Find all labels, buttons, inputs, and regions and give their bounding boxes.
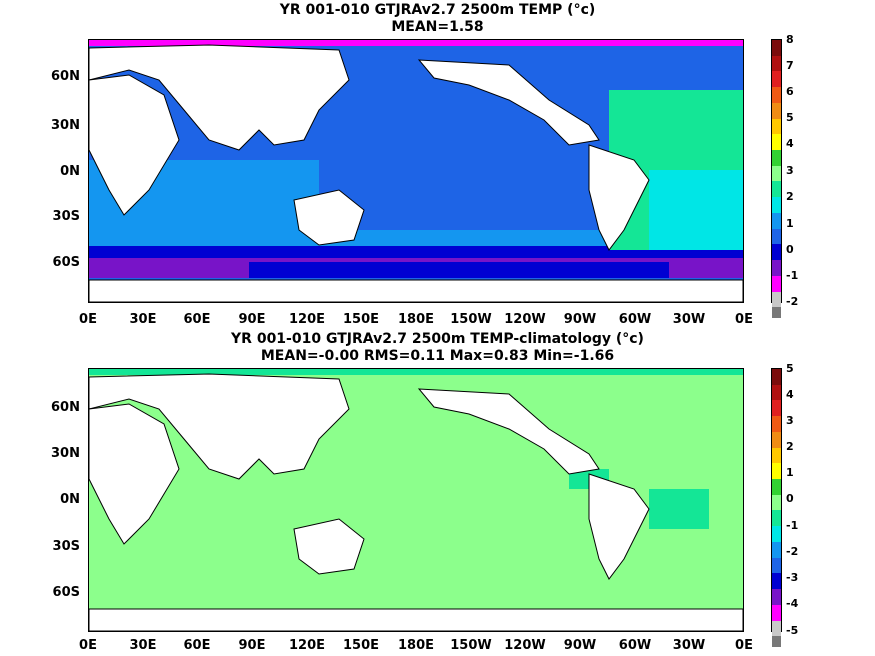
bottom-lat-60s: 60S (52, 585, 80, 600)
bottom-cbar-label: -5 (786, 624, 799, 637)
bottom-map-panel (88, 368, 744, 632)
bottom-cbar-label: 3 (786, 414, 794, 427)
top-lon-180e: 180E (397, 312, 435, 327)
top-cbar-label: 7 (786, 59, 794, 72)
bottom-lon-60e: 60E (183, 638, 211, 653)
top-cbar-label: 3 (786, 164, 794, 177)
bottom-lon-120w: 120W (504, 638, 546, 653)
top-cbar-label: -1 (786, 269, 799, 282)
bottom-eurasia-land (89, 373, 350, 480)
bottom-lat-60n: 60N (51, 400, 80, 415)
bottom-north-america-land (417, 388, 600, 475)
top-atlantic-south (649, 170, 743, 250)
bottom-cbar-label: 0 (786, 492, 794, 505)
bottom-lon-180e: 180E (397, 638, 435, 653)
top-north-america-land (417, 59, 600, 146)
top-lon-120e: 120E (288, 312, 326, 327)
bottom-lon-150w: 150W (450, 638, 492, 653)
bottom-lat-0n: 0N (60, 492, 80, 507)
top-lon-90e: 90E (238, 312, 266, 327)
top-lon-150w: 150W (450, 312, 492, 327)
bottom-cbar-label: 4 (786, 388, 794, 401)
top-lat-60n: 60N (51, 69, 80, 84)
bottom-atlantic-anomaly (649, 489, 709, 529)
top-lon-90w: 90W (563, 312, 597, 327)
top-africa-land (89, 74, 180, 216)
top-southern-cold-band (89, 246, 743, 260)
top-lat-0n: 0N (60, 164, 80, 179)
bottom-cbar-label: -2 (786, 545, 799, 558)
bottom-lon-90e: 90E (238, 638, 266, 653)
top-lon-30e: 30E (129, 312, 157, 327)
top-arctic-band (89, 40, 743, 46)
top-lat-30s: 30S (52, 209, 80, 224)
bottom-lon-0e-end: 0E (735, 638, 753, 653)
top-cbar-label: -2 (786, 295, 799, 308)
bottom-cbar-label: -4 (786, 597, 799, 610)
top-colorbar (771, 39, 782, 318)
bottom-cbar-label: -1 (786, 519, 799, 532)
top-cbar-label: 4 (786, 137, 794, 150)
top-cbar-label: 2 (786, 190, 794, 203)
bottom-map-stats: MEAN=-0.00 RMS=0.11 Max=0.83 Min=-1.66 (260, 348, 615, 364)
bottom-cbar-label: -3 (786, 571, 799, 584)
bottom-lat-30s: 30S (52, 539, 80, 554)
bottom-map-title: YR 001-010 GTJRAv2.7 2500m TEMP-climatol… (231, 331, 644, 347)
bottom-australia-land (293, 518, 365, 575)
bottom-lat-30n: 30N (51, 446, 80, 461)
bottom-cbar-label: 1 (786, 466, 794, 479)
bottom-lon-60w: 60W (618, 638, 652, 653)
bottom-lon-0e: 0E (79, 638, 97, 653)
top-lon-60e: 60E (183, 312, 211, 327)
bottom-south-america-land (588, 473, 650, 580)
bottom-lon-150e: 150E (342, 638, 380, 653)
top-eurasia-land (89, 44, 350, 151)
top-ross-band (249, 262, 669, 278)
bottom-antarctica-land (89, 608, 743, 631)
top-south-america-land (588, 144, 650, 251)
bottom-cbar-label: 5 (786, 362, 794, 375)
top-cbar-label: 5 (786, 111, 794, 124)
top-cbar-label: 1 (786, 217, 794, 230)
top-lat-60s: 60S (52, 255, 80, 270)
top-southern-band (89, 230, 743, 246)
top-australia-land (293, 189, 365, 246)
top-cbar-label: 0 (786, 243, 794, 256)
top-cbar-label: 8 (786, 33, 794, 46)
top-lon-0e: 0E (79, 312, 97, 327)
top-map-mean: MEAN=1.58 (391, 19, 484, 35)
bottom-cbar-label: 2 (786, 440, 794, 453)
top-antarctica-land (89, 279, 743, 302)
bottom-africa-land (89, 403, 180, 545)
top-map-panel (88, 39, 744, 303)
top-lon-30w: 30W (672, 312, 706, 327)
bottom-lon-120e: 120E (288, 638, 326, 653)
bottom-arctic-band (89, 369, 743, 375)
bottom-lon-30e: 30E (129, 638, 157, 653)
bottom-lon-30w: 30W (672, 638, 706, 653)
bottom-lon-90w: 90W (563, 638, 597, 653)
top-lon-150e: 150E (342, 312, 380, 327)
top-lon-120w: 120W (504, 312, 546, 327)
bottom-colorbar (771, 368, 782, 647)
top-lat-30n: 30N (51, 118, 80, 133)
top-lon-60w: 60W (618, 312, 652, 327)
top-lon-0e-end: 0E (735, 312, 753, 327)
top-map-title: YR 001-010 GTJRAv2.7 2500m TEMP (°c) (279, 2, 596, 18)
top-cbar-label: 6 (786, 85, 794, 98)
